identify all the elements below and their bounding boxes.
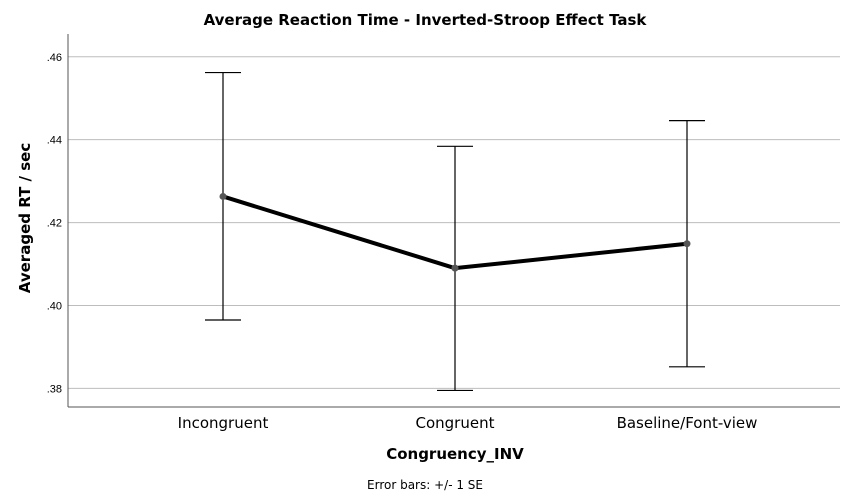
y-tick-label: .44 (47, 135, 62, 147)
y-tick-label: .42 (47, 218, 62, 230)
chart-title: Average Reaction Time - Inverted-Stroop … (204, 11, 648, 29)
x-tick-label: Baseline/Font-view (617, 414, 758, 432)
y-tick-labels: .38 .40 .42 .44 .46 (47, 52, 62, 396)
data-point (219, 192, 227, 200)
axes (67, 34, 840, 408)
x-tick-label: Incongruent (178, 414, 269, 432)
y-tick-label: .40 (47, 300, 62, 312)
data-point (683, 240, 691, 248)
y-tick-label: .46 (47, 52, 62, 64)
y-tick-label: .38 (47, 383, 62, 395)
data-point (451, 264, 459, 272)
data-points (219, 192, 691, 272)
x-tick-label: Congruent (416, 414, 495, 432)
gridlines (68, 56, 840, 389)
error-bars (205, 71, 705, 392)
x-tick-labels: Incongruent Congruent Baseline/Font-view (178, 414, 758, 432)
error-bar-footnote: Error bars: +/- 1 SE (367, 478, 483, 492)
x-axis-label: Congruency_INV (386, 445, 524, 463)
y-axis-label: Averaged RT / sec (16, 143, 34, 293)
